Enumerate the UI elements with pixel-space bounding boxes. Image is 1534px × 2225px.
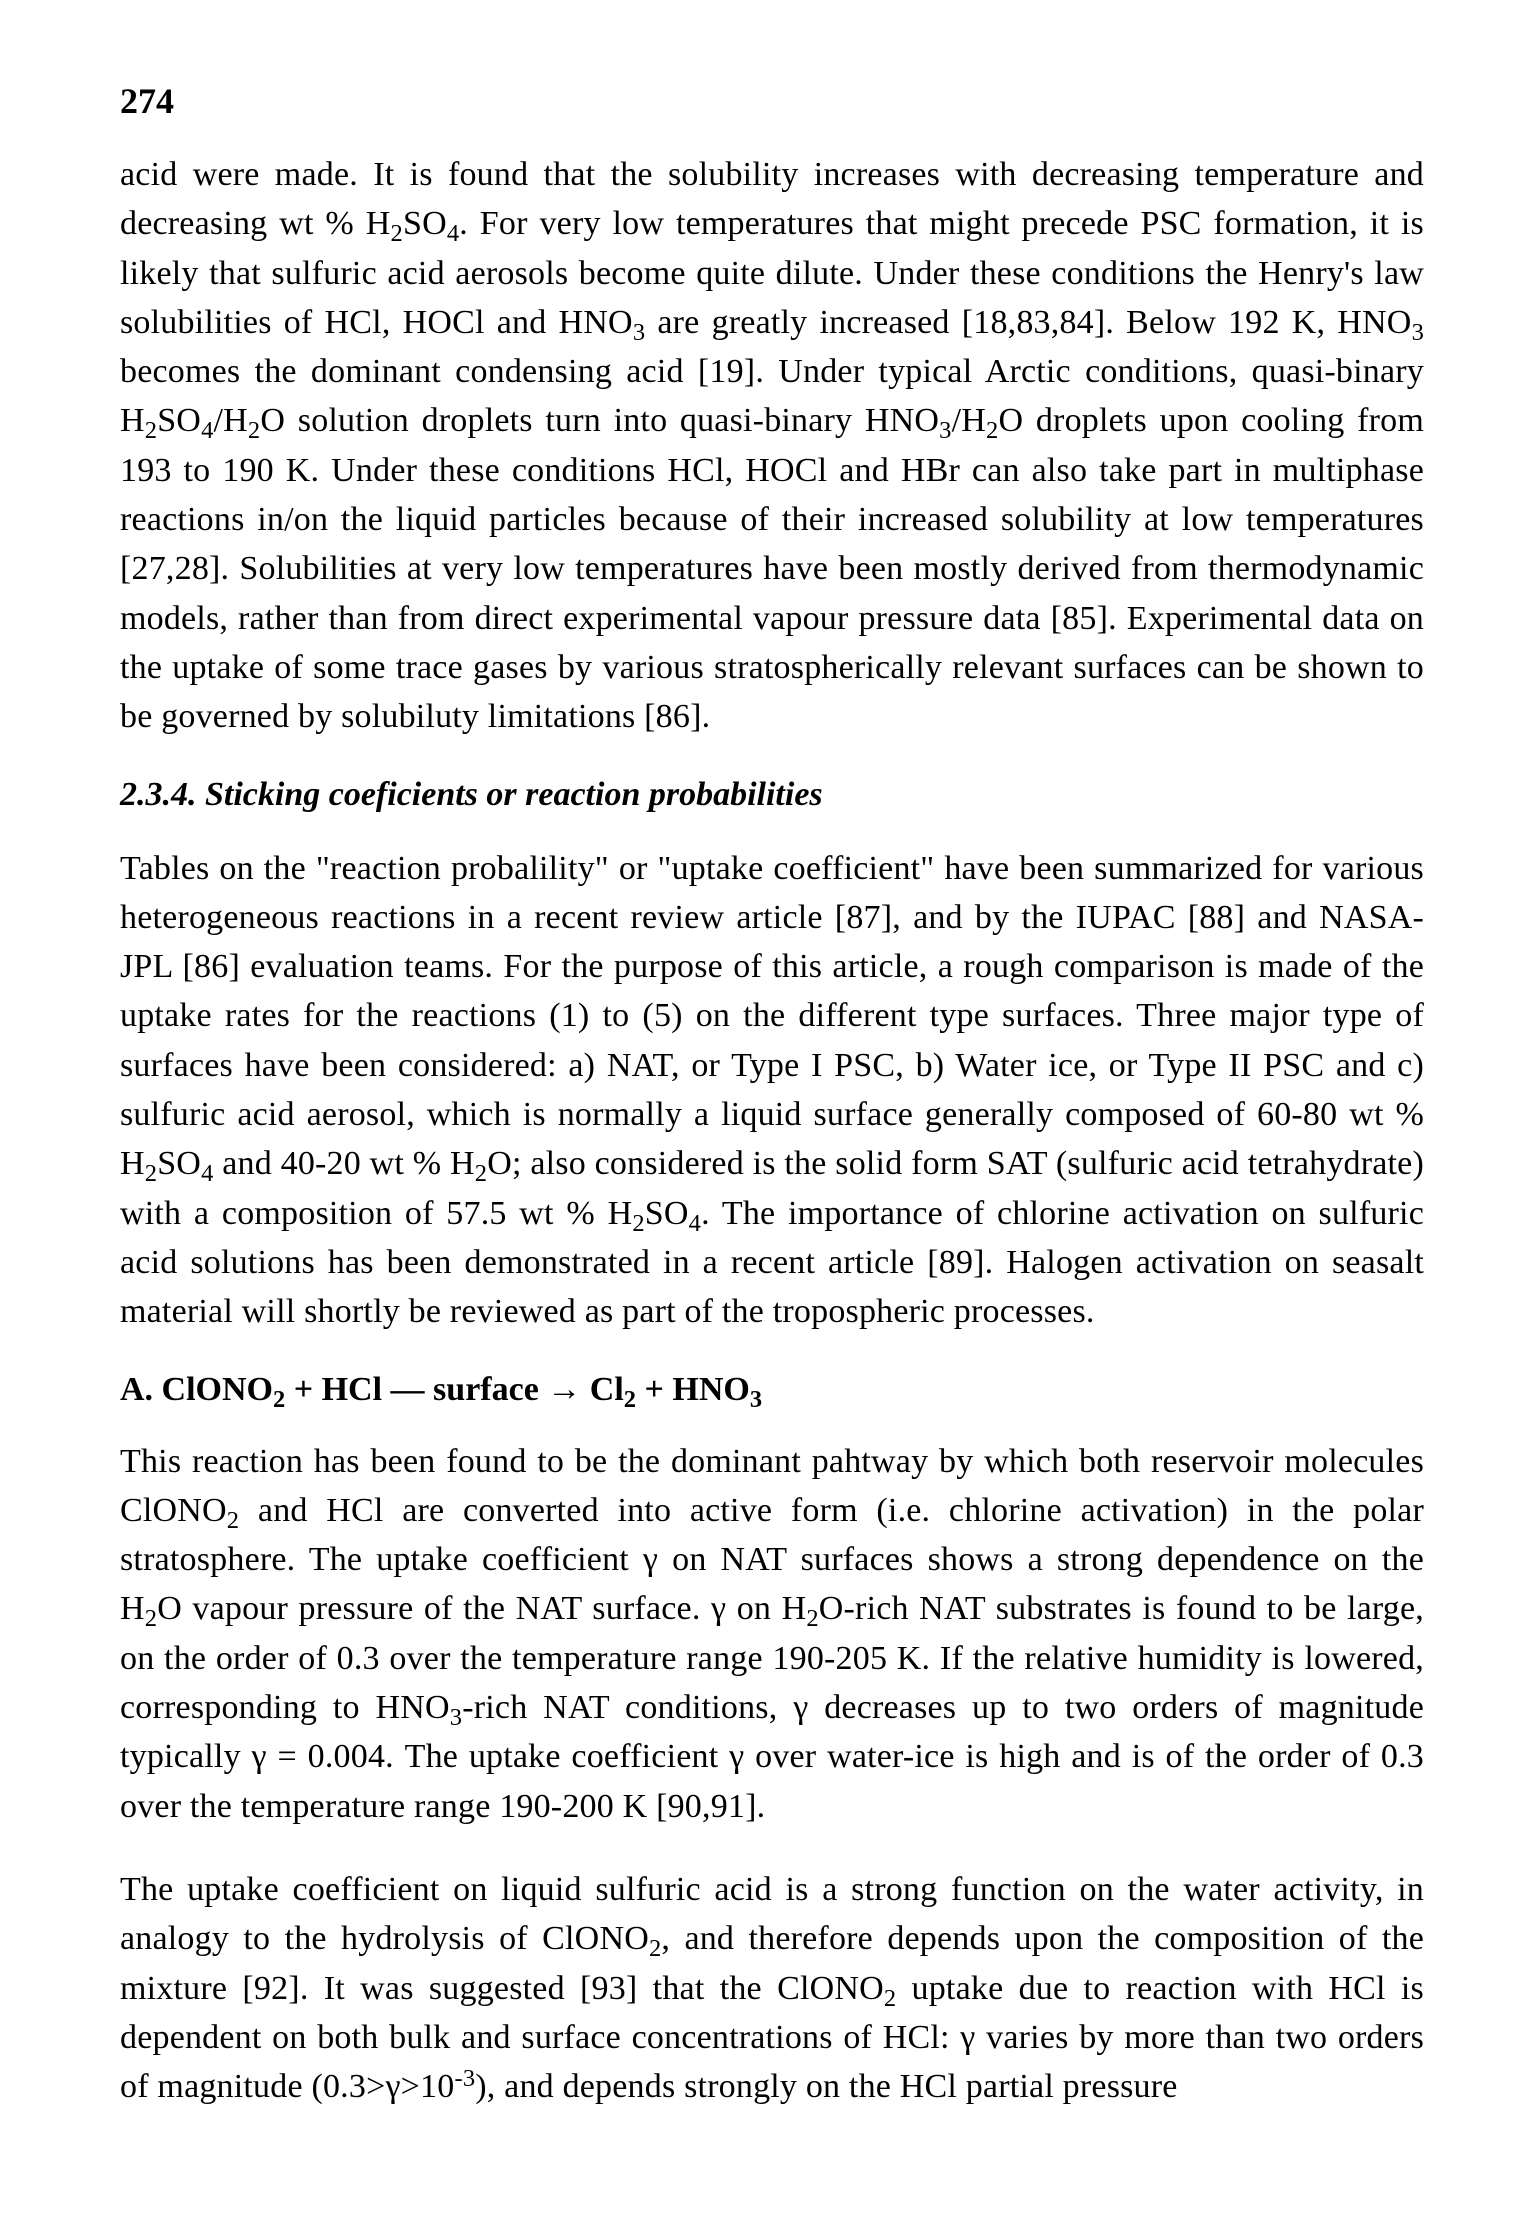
paragraph-1: acid were made. It is found that the sol… bbox=[120, 150, 1424, 742]
page: 274 acid were made. It is found that the… bbox=[0, 0, 1534, 2225]
paragraph-3: This reaction has been found to be the d… bbox=[120, 1437, 1424, 1831]
paragraph-2: Tables on the "reaction probalility" or … bbox=[120, 844, 1424, 1337]
equation-heading: A. ClONO2 + HCl — surface → Cl2 + HNO3 bbox=[120, 1371, 1424, 1409]
section-heading: 2.3.4. Sticking coeficients or reaction … bbox=[120, 776, 1424, 814]
page-number: 274 bbox=[120, 80, 1424, 122]
paragraph-4: The uptake coefficient on liquid sulfuri… bbox=[120, 1865, 1424, 2111]
